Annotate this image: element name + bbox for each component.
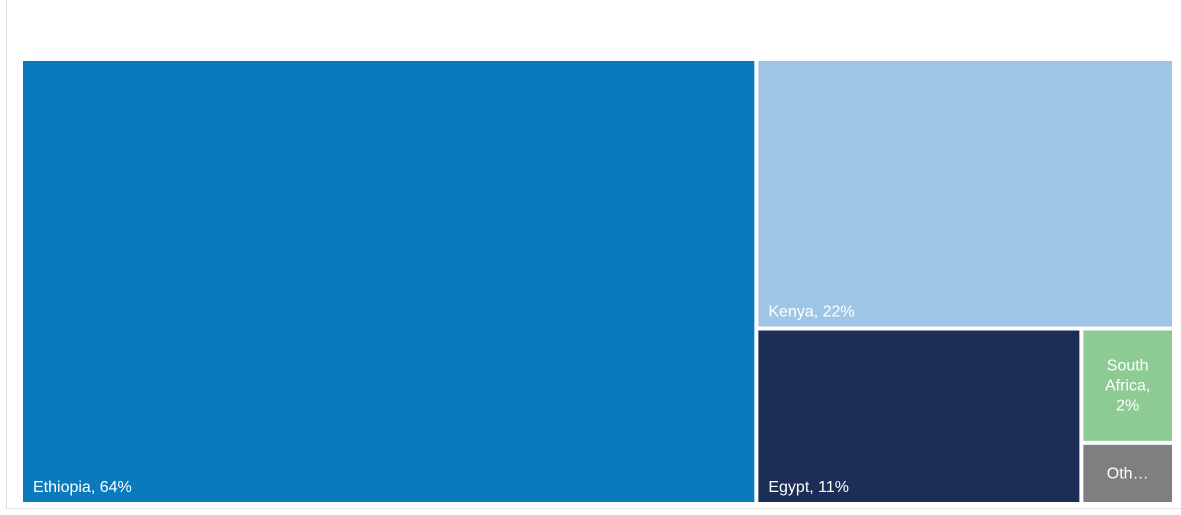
treemap-label: Egypt, 11% [768,479,849,496]
treemap-label: Kenya, 22% [768,304,854,321]
treemap-rect [758,330,1080,502]
treemap-tile: Egypt, 11% [758,330,1080,502]
chart-frame-bottom [6,508,1181,509]
chart-frame-left [6,0,7,508]
treemap-label: South Africa, 2% [1105,358,1150,415]
treemap-tile: Ethiopia, 64% [23,61,755,502]
treemap-rect [1083,444,1172,502]
treemap-rect [758,61,1172,327]
treemap-tile: Kenya, 22% [758,61,1172,327]
treemap-tile: South Africa, 2% [1083,330,1172,441]
treemap-rect [23,61,755,502]
treemap-label: Oth… [1107,465,1149,482]
treemap-rect [1083,330,1172,441]
treemap-tile: Oth… [1083,444,1172,502]
treemap-label: Ethiopia, 64% [33,479,132,496]
